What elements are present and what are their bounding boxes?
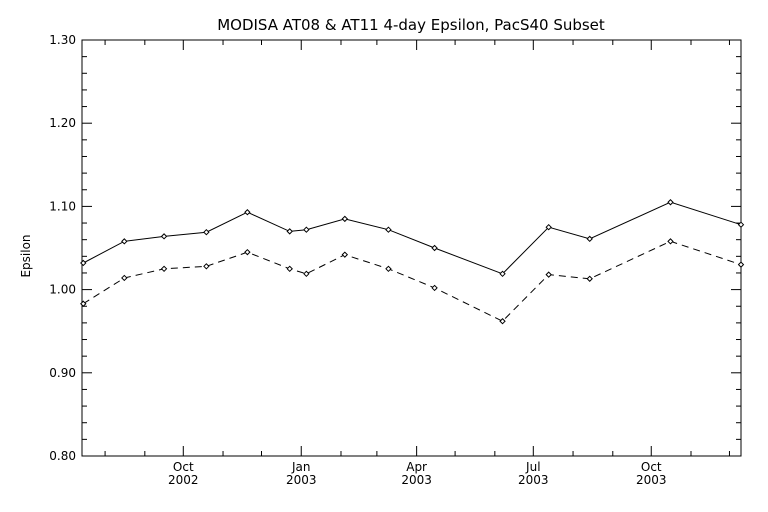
data-point — [499, 270, 506, 277]
data-point — [303, 226, 310, 233]
data-point — [80, 300, 87, 307]
data-point — [203, 263, 210, 270]
data-point — [121, 274, 128, 282]
data-point — [244, 248, 251, 256]
y-tick-label: 1.30 — [49, 33, 76, 47]
x-tick-month-label: Oct — [173, 460, 194, 474]
data-point — [737, 261, 745, 268]
y-tick-label: 1.10 — [49, 199, 76, 213]
x-tick-year-label: 2003 — [401, 473, 432, 487]
data-point — [286, 228, 293, 235]
data-point — [303, 270, 310, 277]
y-axis-label: Epsilon — [19, 234, 33, 277]
data-point — [121, 238, 128, 245]
data-point — [499, 318, 506, 325]
y-tick-label: 1.00 — [49, 283, 76, 297]
y-tick-label: 1.20 — [49, 116, 76, 130]
x-tick-year-label: 2003 — [636, 473, 667, 487]
data-point — [286, 265, 293, 273]
data-point — [80, 259, 87, 267]
data-point — [431, 244, 438, 252]
data-point — [385, 226, 392, 233]
data-point — [160, 233, 168, 240]
x-tick-year-label: 2003 — [518, 473, 549, 487]
data-point — [341, 251, 349, 258]
data-point — [203, 228, 210, 236]
y-axis: 0.80 0.90 1.00 1.10 1.20 1.30 — [49, 33, 741, 463]
x-tick-month-label: Jan — [291, 460, 311, 474]
data-point — [737, 221, 745, 228]
data-point — [667, 199, 674, 206]
x-tick-month-label: Jul — [525, 460, 540, 474]
y-tick-label: 0.90 — [49, 366, 76, 380]
data-point — [545, 223, 552, 231]
plot-frame — [81, 39, 742, 457]
data-point — [586, 235, 593, 243]
x-tick-month-label: Apr — [406, 460, 427, 474]
data-point — [667, 238, 674, 245]
x-tick-year-label: 2002 — [168, 473, 199, 487]
data-point — [244, 209, 251, 216]
chart-title: MODISA AT08 & AT11 4-day Epsilon, PacS40… — [217, 16, 605, 34]
y-tick-label: 0.80 — [49, 449, 76, 463]
data-point — [586, 275, 593, 282]
series-layer — [80, 199, 745, 325]
data-point — [385, 265, 392, 273]
data-point — [545, 271, 552, 278]
series-line-1 — [83, 201, 742, 275]
data-point — [160, 265, 168, 273]
x-tick-year-label: 2003 — [286, 473, 317, 487]
data-point — [341, 215, 349, 223]
x-tick-month-label: Oct — [641, 460, 662, 474]
series-line-2 — [83, 240, 742, 322]
data-point — [431, 284, 438, 292]
